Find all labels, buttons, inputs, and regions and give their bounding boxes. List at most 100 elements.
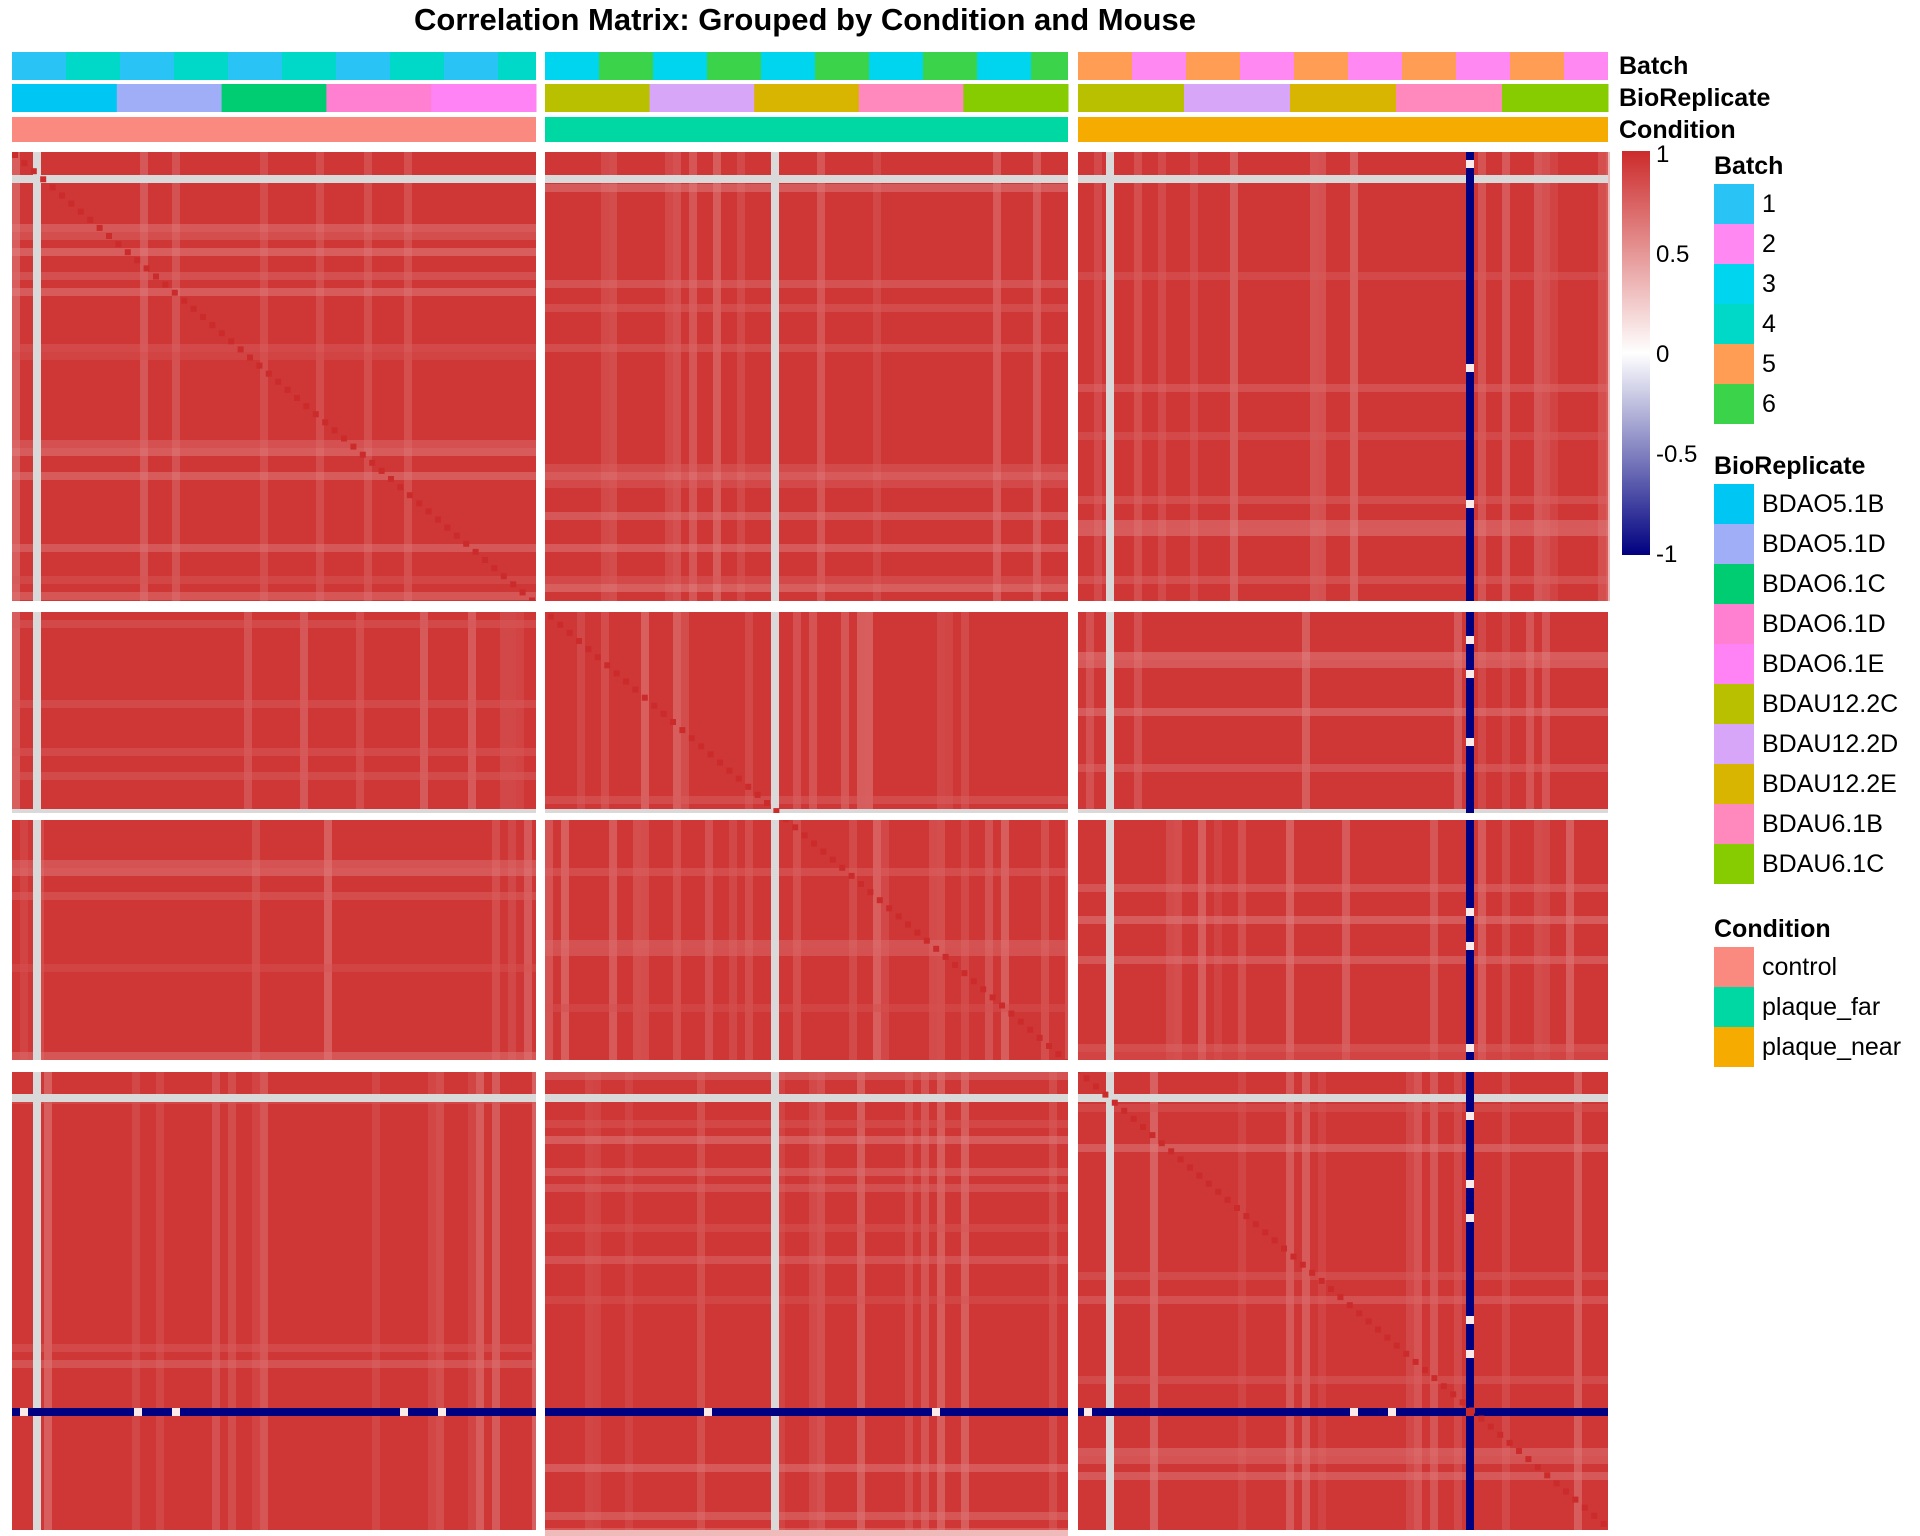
diagonal-cell bbox=[265, 370, 272, 377]
batch-annotation bbox=[761, 52, 779, 80]
diagonal-cell bbox=[237, 346, 244, 353]
heatmap-stripe bbox=[1174, 820, 1182, 1060]
batch-annotation bbox=[941, 52, 959, 80]
diagonal-cell bbox=[1534, 1464, 1541, 1471]
diagonal-cell bbox=[726, 767, 733, 774]
heatmap-cell bbox=[1466, 670, 1474, 678]
heatmap-stripe bbox=[1166, 820, 1174, 1060]
heatmap-stripe bbox=[12, 232, 536, 240]
diagonal-cell bbox=[472, 548, 479, 555]
heatmap-stripe bbox=[12, 344, 536, 352]
diagonal-cell bbox=[1600, 1520, 1607, 1527]
diagonal-cell bbox=[1187, 1164, 1193, 1171]
heatmap-stripe bbox=[545, 1004, 1068, 1012]
diagonal-cell bbox=[1591, 1512, 1598, 1519]
annotation-label-bioreplicate: BioReplicate bbox=[1619, 84, 1771, 112]
heatmap-stripe bbox=[524, 820, 532, 1060]
diagonal-cell bbox=[839, 864, 846, 871]
batch-annotation bbox=[1366, 52, 1384, 80]
heatmap-stripe bbox=[1190, 152, 1198, 601]
heatmap-stripe bbox=[601, 152, 609, 601]
legend-swatch bbox=[1714, 764, 1754, 804]
chart-title: Correlation Matrix: Grouped by Condition… bbox=[414, 2, 1196, 37]
heatmap-stripe bbox=[1542, 152, 1550, 601]
diagonal-cell bbox=[49, 184, 56, 191]
legend-label: BDAO6.1E bbox=[1762, 649, 1885, 678]
diagonal-cell bbox=[1205, 1180, 1212, 1187]
heatmap-stripe bbox=[316, 152, 324, 601]
batch-annotation bbox=[264, 52, 282, 80]
heatmap-stripe bbox=[1078, 652, 1608, 660]
diagonal-cell bbox=[585, 646, 592, 653]
batch-annotation bbox=[923, 52, 941, 80]
diagonal-cell bbox=[406, 492, 413, 499]
heatmap-stripe bbox=[1502, 820, 1510, 1060]
diagonal-cell bbox=[425, 508, 432, 515]
legend-item: 3 bbox=[1714, 264, 1776, 304]
batch-annotation bbox=[1564, 52, 1582, 80]
heatmap-cell bbox=[704, 1408, 712, 1416]
heatmap-stripe bbox=[252, 1072, 260, 1530]
heatmap-stripe bbox=[961, 612, 969, 813]
batch-annotation bbox=[1276, 52, 1294, 80]
heatmap-cell bbox=[1466, 636, 1474, 644]
legend-swatch bbox=[1714, 644, 1754, 684]
diagonal-cell bbox=[1563, 1488, 1569, 1495]
heatmap-cell bbox=[1466, 1180, 1474, 1188]
legend-swatch bbox=[1714, 1027, 1754, 1067]
block-gap bbox=[0, 1060, 1610, 1072]
batch-annotation bbox=[599, 52, 617, 80]
heatmap-stripe bbox=[420, 612, 428, 813]
diagonal-cell bbox=[500, 573, 507, 580]
heatmap-stripe bbox=[260, 1072, 268, 1530]
heatmap-stripe bbox=[1078, 272, 1608, 280]
heatmap-stripe bbox=[1158, 152, 1166, 601]
batch-annotation bbox=[534, 52, 536, 80]
diagonal-cell bbox=[1393, 1342, 1400, 1349]
heatmap-stripe bbox=[1598, 152, 1606, 601]
heatmap-stripe bbox=[689, 152, 697, 601]
legend-label: BDAO5.1D bbox=[1762, 529, 1886, 558]
batch-annotation bbox=[426, 52, 444, 80]
batch-annotation bbox=[545, 52, 563, 80]
heatmap-cell bbox=[1466, 160, 1474, 168]
bioreplicate-annotation bbox=[326, 84, 432, 112]
diagonal-cell bbox=[1121, 1107, 1128, 1114]
diagonal-cell bbox=[284, 386, 291, 393]
diagonal-cell bbox=[923, 937, 930, 944]
batch-annotation bbox=[653, 52, 671, 80]
diagonal-cell bbox=[1036, 1034, 1043, 1041]
heatmap-stripe bbox=[545, 512, 1068, 520]
colorbar-tick: 0.5 bbox=[1656, 241, 1690, 268]
heatmap-stripe bbox=[1078, 1104, 1608, 1112]
diagonal-cell bbox=[12, 152, 18, 158]
heatmap-stripe bbox=[545, 576, 1068, 584]
diagonal-cell bbox=[876, 897, 883, 904]
heatmap-stripe bbox=[641, 612, 649, 813]
negative-correlation-row bbox=[12, 1408, 1608, 1416]
heatmap-stripe bbox=[12, 612, 20, 813]
heatmap-stripe bbox=[545, 184, 1068, 192]
legend-label: 1 bbox=[1762, 189, 1776, 218]
batch-annotation bbox=[516, 52, 534, 80]
heatmap-stripe bbox=[1078, 1052, 1608, 1060]
diagonal-cell bbox=[312, 411, 319, 418]
heatmap-stripe bbox=[12, 152, 20, 601]
batch-annotation bbox=[1420, 52, 1438, 80]
diagonal-cell bbox=[566, 629, 573, 636]
diagonal-cell bbox=[1581, 1504, 1588, 1511]
bioreplicate-annotation bbox=[221, 84, 327, 112]
batch-annotation bbox=[635, 52, 653, 80]
batch-annotation bbox=[138, 52, 156, 80]
diagonal-cell bbox=[594, 654, 601, 661]
diagonal-cell bbox=[96, 224, 103, 231]
legend-label: BDAO6.1D bbox=[1762, 609, 1886, 638]
batch-annotation bbox=[1067, 52, 1068, 80]
heatmap-stripe bbox=[1550, 152, 1558, 601]
heatmap-stripe bbox=[12, 576, 536, 584]
heatmap-cell bbox=[1350, 1408, 1358, 1416]
diagonal-cell bbox=[491, 565, 498, 572]
heatmap-stripe bbox=[1078, 956, 1608, 964]
heatmap-stripe bbox=[793, 612, 801, 813]
heatmap-stripe bbox=[1502, 152, 1510, 601]
